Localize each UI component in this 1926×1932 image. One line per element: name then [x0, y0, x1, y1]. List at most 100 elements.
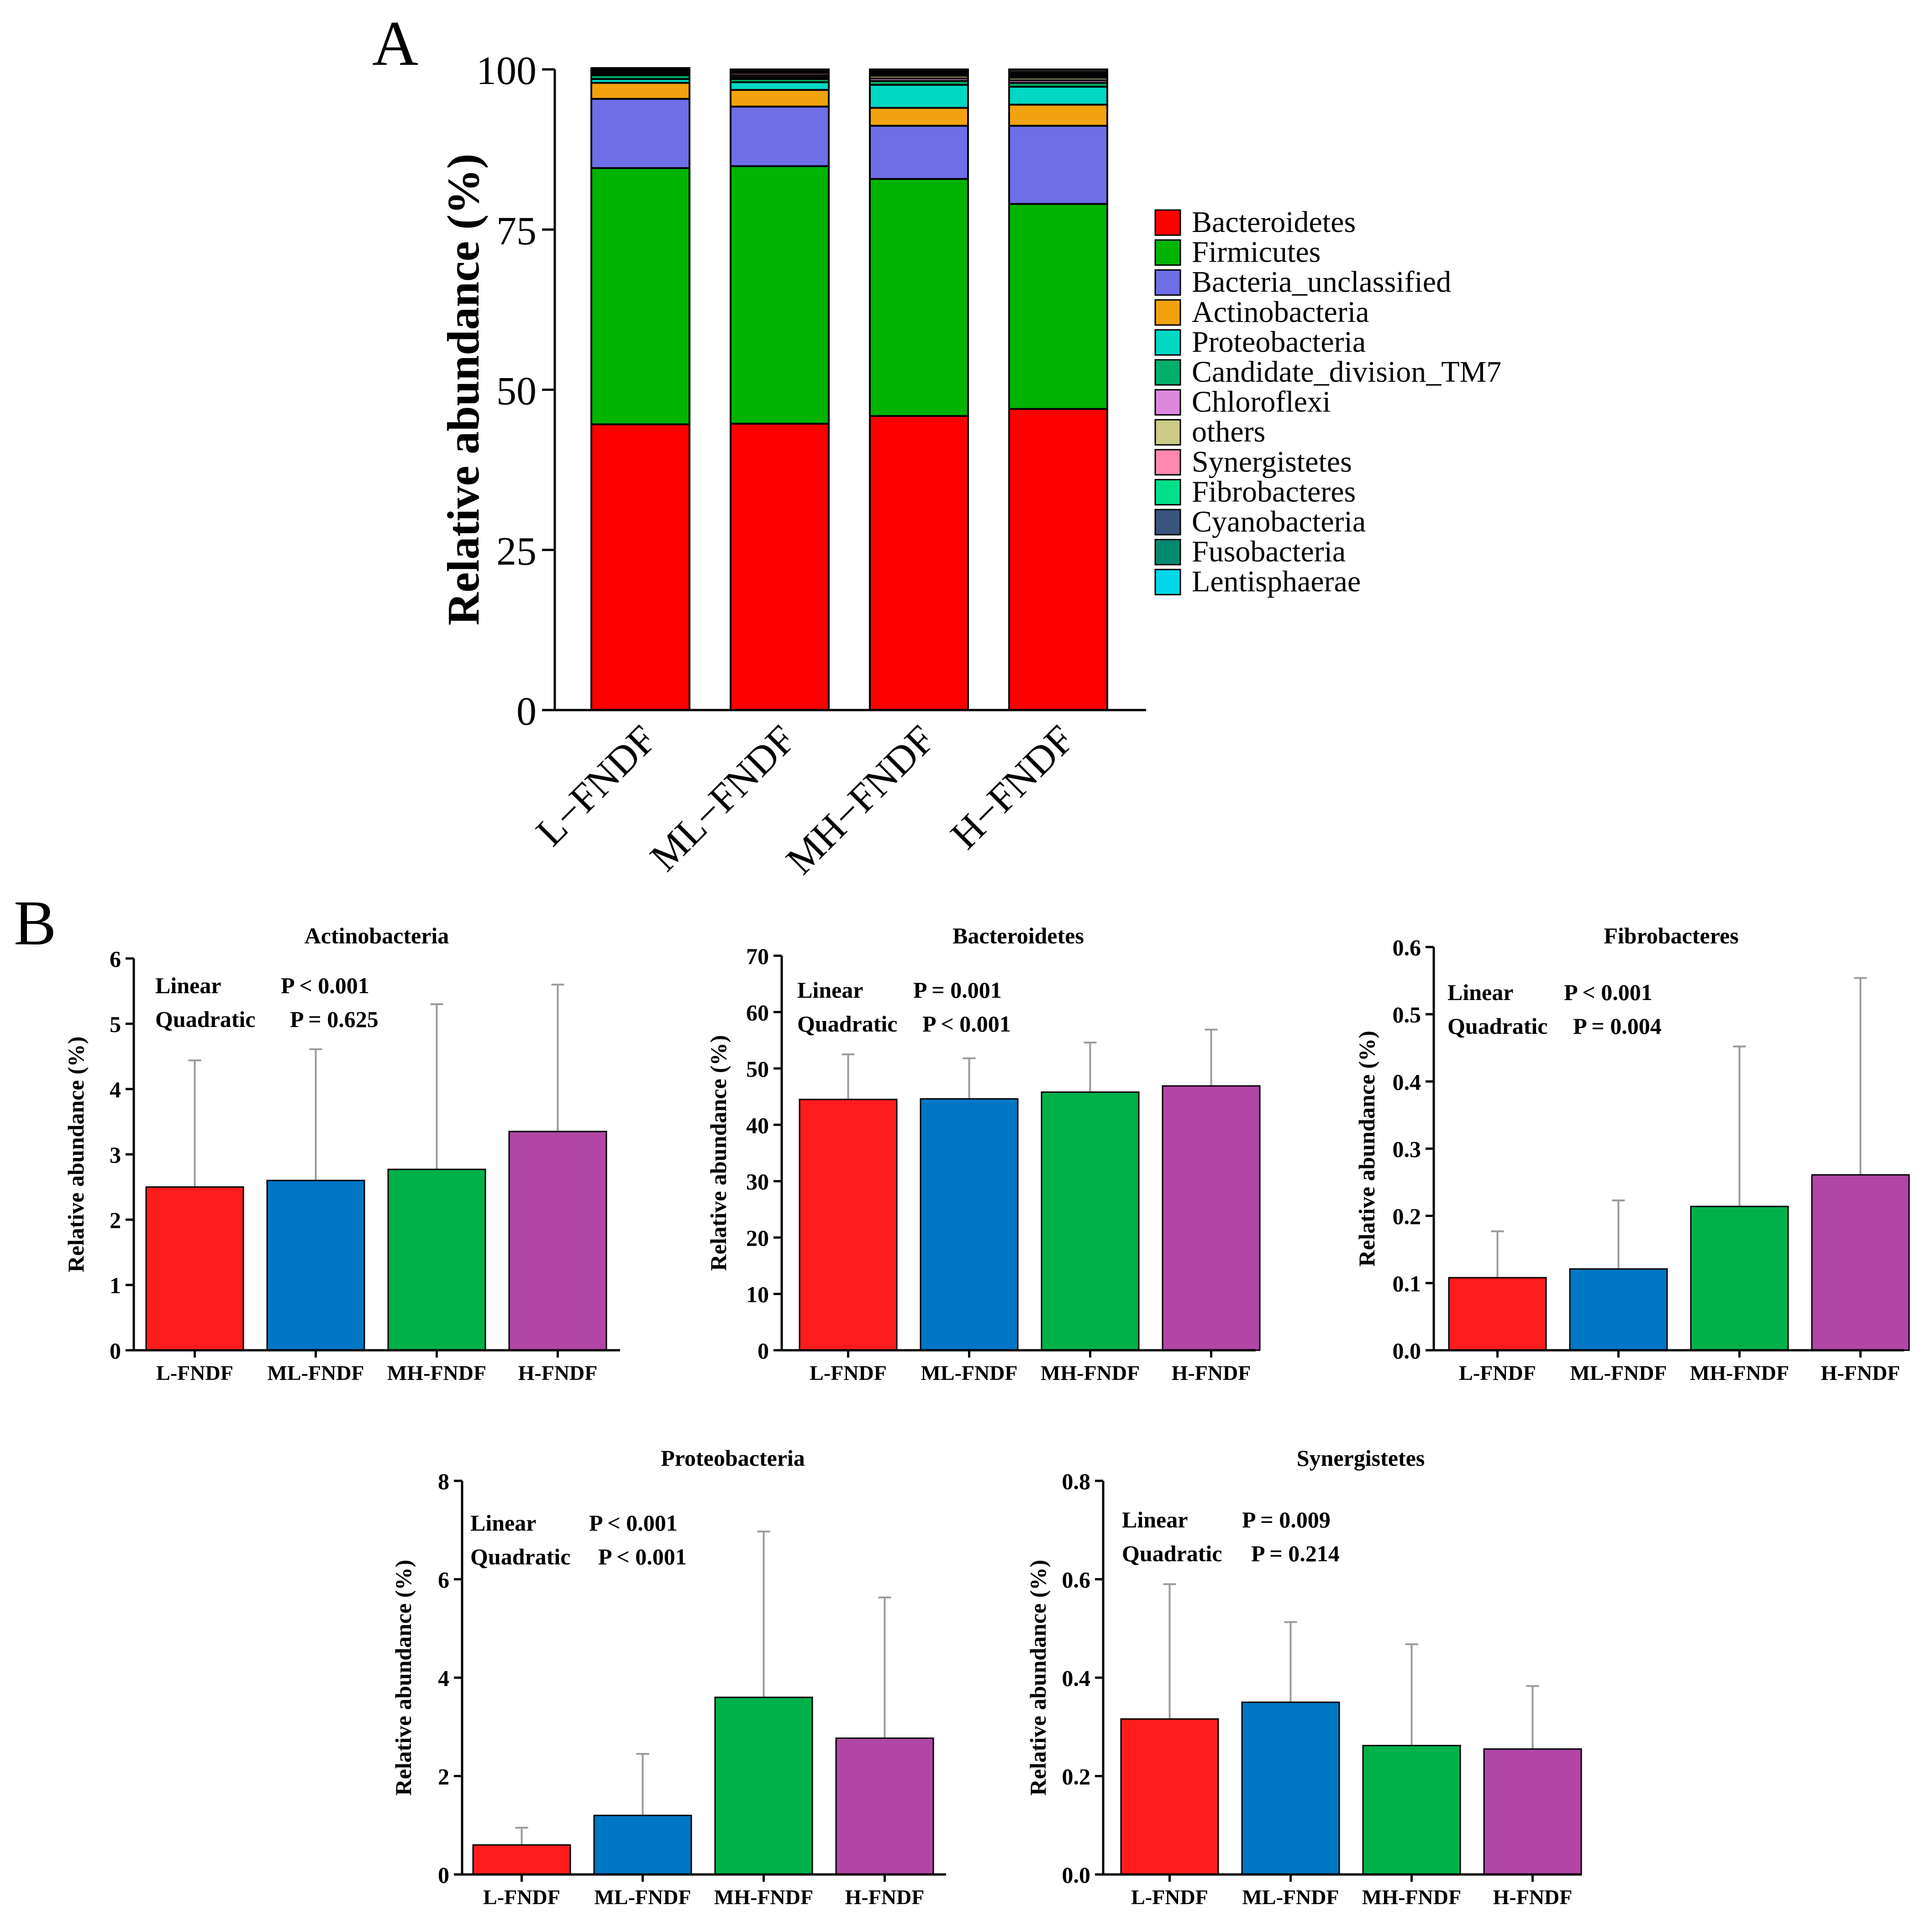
chart-title: Proteobacteria: [661, 1445, 805, 1471]
y-tick-label: 20: [746, 1225, 769, 1251]
y-tick-label: 1: [110, 1273, 121, 1298]
stats-p-value: P < 0.001: [589, 1510, 678, 1536]
bar-segment-cap-3: [869, 68, 969, 72]
bar-2: [1569, 1268, 1668, 1351]
chart-title: Bacteroidetes: [952, 923, 1084, 948]
legend-swatch: [1154, 269, 1181, 296]
legend-item: Proteobacteria: [1192, 325, 1366, 358]
bar-2: [266, 1179, 365, 1351]
y-tick-label: 4: [438, 1665, 449, 1691]
x-tick-label: ML-FNDF: [1570, 1361, 1667, 1385]
x-tick-label: MH-FNDF: [387, 1361, 486, 1385]
stats-p-value: P < 0.001: [922, 1011, 1011, 1037]
bar-4: [1811, 1174, 1910, 1351]
stats-p-value: P = 0.009: [1242, 1507, 1331, 1532]
stats-label: Quadratic: [1122, 1541, 1222, 1566]
x-tick-label: ML−FNDF: [642, 717, 805, 880]
bar-1: [472, 1844, 571, 1875]
y-tick-label: 0.5: [1393, 1002, 1421, 1027]
x-tick-label: MH-FNDF: [1041, 1361, 1140, 1385]
x-tick-label: H-FNDF: [518, 1361, 598, 1385]
legend-swatch: [1154, 449, 1181, 476]
bar-chart-actinobacteria: Actinobacteria L-FNDF ML-FNDF MH-FNDF H-FNDF…: [63, 923, 620, 1385]
chart-title: Fibrobacteres: [1604, 923, 1738, 948]
bar-chart-fibrobacteres: Fibrobacteres L-FNDF ML-FNDF MH-FNDF H-FNDF 0…: [1354, 923, 1910, 1385]
stats-label: Linear: [470, 1510, 536, 1536]
x-tick-label: H-FNDF: [1821, 1361, 1900, 1385]
y-tick-label: 2: [110, 1207, 121, 1233]
bar-4: [508, 1131, 607, 1351]
bar-segment-bacteria-unclassified-1: [590, 98, 690, 169]
y-tick-label: 2: [438, 1764, 449, 1790]
bar-segment-firmicutes-4: [1008, 203, 1108, 410]
bar-3: [714, 1696, 813, 1875]
legend-swatch: [1154, 329, 1181, 356]
legend-swatch: [1154, 479, 1181, 505]
x-tick-label: L-FNDF: [156, 1361, 233, 1385]
stats-p-value: P < 0.001: [1564, 979, 1652, 1005]
y-tick-label: 0.2: [1393, 1204, 1421, 1229]
y-tick-label: 70: [746, 943, 769, 969]
y-tick-label: 100: [476, 49, 537, 93]
stats-label: Linear: [797, 977, 863, 1003]
x-tick-label: H−FNDF: [942, 717, 1083, 858]
y-tick-label: 6: [110, 946, 121, 972]
y-tick-label: 30: [746, 1169, 769, 1195]
legend-swatch: [1154, 389, 1181, 416]
y-tick-label: 0.8: [1062, 1469, 1091, 1494]
legend-item: Cyanobacteria: [1192, 505, 1366, 538]
bar-segment-actinobacteria-1: [590, 82, 690, 100]
y-tick-label: 0: [110, 1338, 121, 1363]
y-tick-label: 0: [516, 690, 537, 734]
legend-item: Fusobacteria: [1192, 535, 1346, 569]
legend-item: Candidate_division_TM7: [1192, 355, 1501, 389]
x-tick-label: MH−FNDF: [778, 717, 944, 883]
x-tick-label: L-FNDF: [483, 1885, 560, 1909]
bar-3: [1690, 1206, 1789, 1351]
y-axis-label: Relative abundance (%): [438, 153, 489, 625]
bar-segment-firmicutes-2: [730, 165, 830, 425]
y-axis-label: Relative abundance (%): [1025, 1560, 1051, 1796]
legend-swatch: [1154, 569, 1181, 595]
stats-p-value: P = 0.214: [1251, 1541, 1340, 1566]
bar-1: [1448, 1277, 1547, 1351]
bar-3: [387, 1169, 486, 1351]
bar-segment-bacteria-unclassified-2: [730, 105, 830, 167]
y-tick-label: 0.4: [1062, 1665, 1091, 1691]
bar-segment-firmicutes-1: [590, 167, 690, 426]
stats-label: Linear: [1447, 979, 1513, 1005]
y-tick-label: 0.6: [1393, 935, 1421, 960]
bar-2: [920, 1098, 1019, 1351]
bar-chart-bacteroidetes: Bacteroidetes L-FNDF ML-FNDF MH-FNDF H-FNDF 0…: [705, 923, 1261, 1385]
y-tick-label: 4: [110, 1077, 121, 1102]
y-tick-label: 75: [496, 209, 537, 253]
legend-swatch: [1154, 359, 1181, 386]
legend-swatch: [1154, 509, 1181, 536]
y-tick-label: 40: [746, 1112, 769, 1138]
bar-segment-proteobacteria-3: [869, 84, 969, 109]
x-tick-label: ML-FNDF: [267, 1361, 364, 1385]
y-tick-label: 0.1: [1393, 1271, 1421, 1296]
legend-item: Lentisphaerae: [1192, 565, 1361, 598]
legend-item: Firmicutes: [1192, 236, 1321, 269]
bar-segment-cap-4: [1008, 68, 1108, 74]
stats-p-value: P < 0.001: [598, 1544, 687, 1569]
y-axis-label: Relative abundance (%): [1354, 1031, 1379, 1267]
stats-label: Quadratic: [1447, 1013, 1547, 1039]
y-tick-label: 10: [746, 1282, 769, 1307]
x-tick-label: ML-FNDF: [921, 1361, 1017, 1385]
bar-2: [1241, 1701, 1340, 1875]
legend-item: Fibrobacteres: [1192, 475, 1356, 508]
x-tick-label: L-FNDF: [810, 1361, 887, 1385]
x-tick-label: H-FNDF: [1172, 1361, 1251, 1385]
legend-item: Chloroflexi: [1192, 385, 1331, 419]
bar-2: [593, 1815, 692, 1875]
stats-label: Linear: [155, 973, 221, 998]
bar-4: [835, 1737, 934, 1875]
y-axis-label: Relative abundance (%): [705, 1035, 731, 1271]
x-tick-label: ML-FNDF: [1242, 1885, 1339, 1909]
y-tick-label: 0.6: [1062, 1567, 1091, 1593]
bar-segment-bacteroidetes-2: [730, 422, 830, 711]
y-tick-label: 0.2: [1062, 1764, 1091, 1790]
stats-label: Quadratic: [470, 1544, 570, 1569]
